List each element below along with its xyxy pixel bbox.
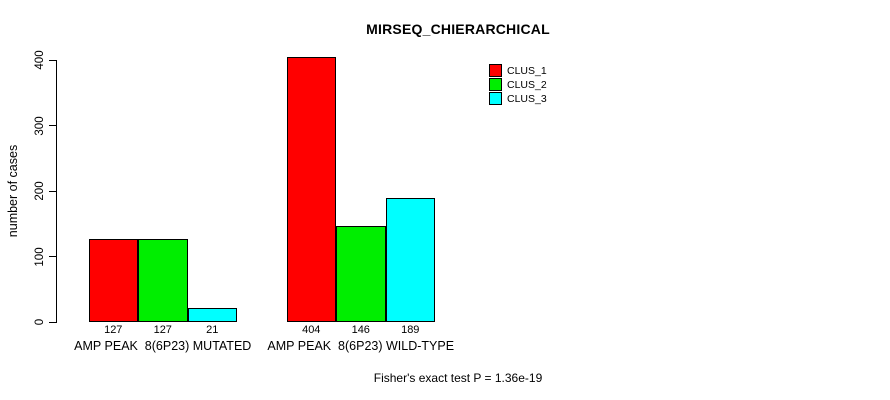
y-axis-line bbox=[56, 60, 57, 323]
bar-clus_1-group2 bbox=[286, 57, 336, 322]
legend-label: CLUS_2 bbox=[507, 78, 547, 91]
y-tick-label: 200 bbox=[34, 181, 46, 201]
y-tick-label: 100 bbox=[34, 246, 46, 267]
bar-value-label: 127 bbox=[104, 324, 123, 336]
bar-clus_1-group1 bbox=[88, 238, 138, 322]
legend-label: CLUS_1 bbox=[507, 64, 547, 77]
legend-swatch-icon bbox=[489, 92, 502, 105]
bar-clus_2-group1 bbox=[138, 238, 188, 322]
y-tick-mark bbox=[49, 190, 56, 192]
bar-value-label: 189 bbox=[401, 324, 420, 336]
y-tick-mark bbox=[49, 321, 56, 323]
legend-label: CLUS_3 bbox=[507, 92, 547, 105]
legend-swatch-icon bbox=[489, 78, 502, 91]
y-tick-label: 0 bbox=[34, 318, 46, 326]
y-tick-mark bbox=[49, 125, 56, 126]
bar-value-label: 127 bbox=[153, 324, 172, 336]
legend: CLUS_1 CLUS_2 CLUS_3 bbox=[489, 64, 547, 106]
bar-clus_3-group1 bbox=[187, 308, 237, 322]
y-tick-label: 400 bbox=[34, 50, 46, 70]
bar-value-label: 21 bbox=[206, 324, 219, 336]
legend-item-clus_1: CLUS_1 bbox=[489, 64, 547, 77]
bar-clus_3-group2 bbox=[385, 198, 435, 322]
y-tick-label: 300 bbox=[34, 115, 46, 136]
legend-item-clus_3: CLUS_3 bbox=[489, 92, 547, 105]
bar-value-label: 404 bbox=[302, 324, 321, 336]
x-category-label: AMP PEAK 8(6P23) MUTATED bbox=[74, 339, 252, 353]
y-tick-mark bbox=[49, 59, 56, 61]
y-axis-label: number of cases bbox=[6, 144, 20, 238]
footer-annotation: Fisher's exact test P = 1.36e-19 bbox=[373, 371, 543, 385]
bar-value-label: 146 bbox=[351, 324, 370, 336]
y-tick-mark bbox=[49, 256, 56, 257]
legend-swatch-icon bbox=[489, 64, 502, 77]
x-category-label: AMP PEAK 8(6P23) WILD-TYPE bbox=[267, 339, 455, 353]
legend-item-clus_2: CLUS_2 bbox=[489, 78, 547, 91]
bar-clus_2-group2 bbox=[336, 226, 386, 322]
chart-title: MIRSEQ_CHIERARCHICAL bbox=[366, 21, 550, 37]
